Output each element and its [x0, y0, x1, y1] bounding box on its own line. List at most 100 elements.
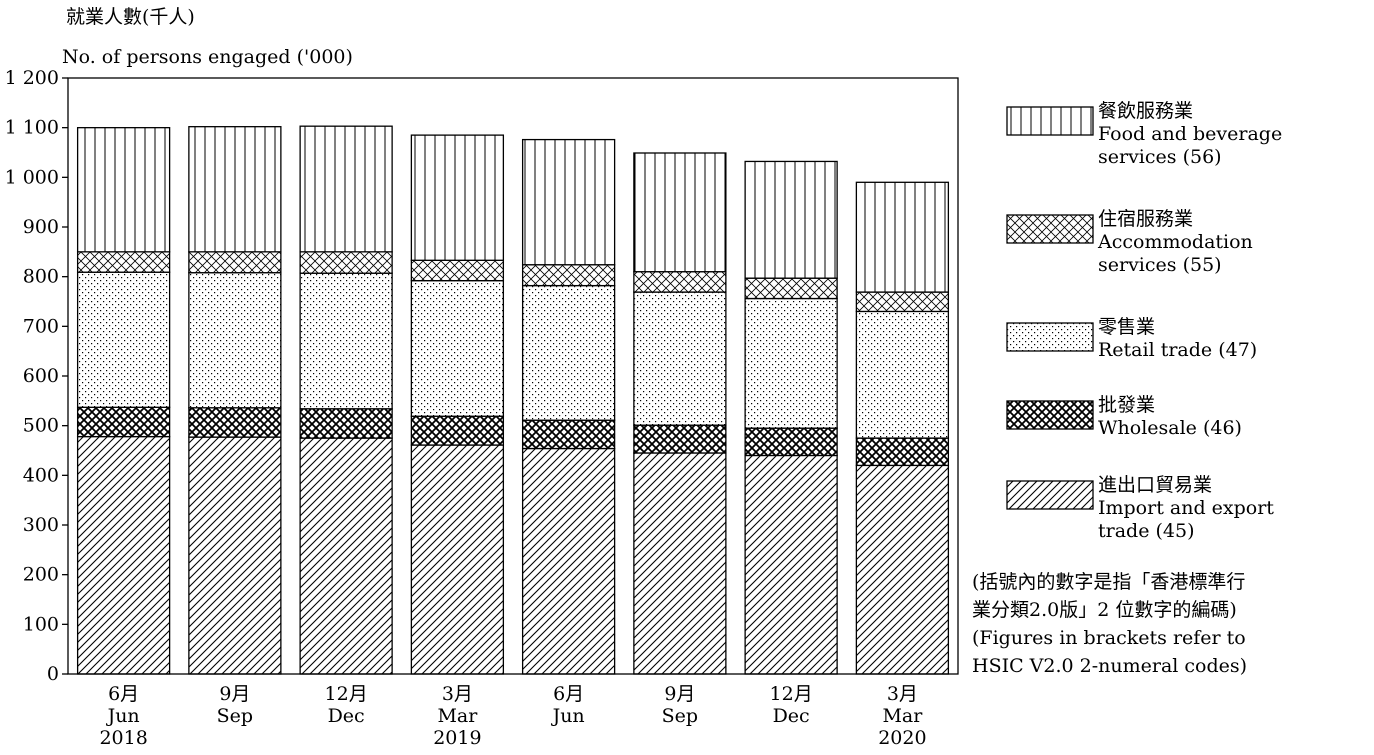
legend-label-en: Wholesale (46) — [1098, 417, 1242, 439]
legend-label-en: Food and beverage — [1098, 123, 1283, 145]
y-tick-label: 100 — [23, 613, 59, 635]
y-tick-label: 600 — [23, 365, 59, 387]
bar-segment-dots — [410, 279, 505, 417]
bar-segment-crosshatch-dense — [410, 415, 505, 446]
legend-swatch-dots — [1006, 322, 1094, 352]
legend-label-en: trade (45) — [1098, 520, 1195, 542]
legend-swatch-crosshatch-dense — [1006, 400, 1094, 430]
bar-segment-crosshatch-dense — [633, 424, 727, 454]
legend-label-en: services (56) — [1098, 146, 1222, 168]
y-tick-label: 1 200 — [5, 67, 59, 89]
legend-label-en: Retail trade (47) — [1098, 339, 1258, 361]
bar-segment-crosshatch-dense — [299, 408, 393, 439]
bar-segment-crosshatch-dense — [76, 406, 171, 438]
bar-segment-crosshatch-dense — [521, 419, 616, 450]
bar-segment-vertical — [188, 126, 282, 253]
y-tick-label: 400 — [23, 464, 59, 486]
y-tick-label: 500 — [23, 415, 59, 437]
bar-segment-crosshatch-dense — [188, 407, 282, 438]
bar-segment-dots — [521, 284, 616, 421]
legend-swatch-diagonal — [1006, 480, 1094, 510]
x-tick-label-zh: 12月 — [770, 683, 813, 705]
bar-segment-crosshatch-dense — [855, 437, 950, 467]
axes-layer: 0 100 200 300 400 500 600 700 800 900 1 000 1 100 1 … — [5, 67, 959, 685]
bar-segment-diagonal — [744, 454, 838, 675]
bar-segment-crosshatch-light — [855, 291, 950, 313]
bar-segment-dots — [299, 272, 393, 410]
x-tick-label-zh: 6月 — [553, 683, 584, 705]
bar-segment-dots — [744, 297, 838, 429]
bar-segment-diagonal — [188, 436, 282, 675]
bar-segment-crosshatch-light — [410, 259, 505, 282]
y-tick-label: 1 000 — [5, 166, 59, 188]
bar-segment-crosshatch-light — [299, 251, 393, 274]
bar-segment-dots — [633, 291, 727, 426]
footnote-en-line: (Figures in brackets refer to — [972, 627, 1246, 649]
legend-item-wholesale: 批發業 Wholesale (46) — [1000, 394, 1370, 474]
x-tick-label-zh: 3月 — [442, 683, 473, 705]
bar-segment-vertical — [521, 138, 616, 266]
x-tick-label-zh: 9月 — [219, 683, 250, 705]
legend-item-food-beverage: 餐飲服務業 Food and beverage services (56) — [1000, 100, 1370, 208]
x-tick-label-zh: 3月 — [887, 683, 918, 705]
legend-label-zh: 進出口貿易業 — [1098, 474, 1213, 496]
legend-label-zh: 住宿服務業 — [1098, 208, 1194, 230]
x-tick-label-en: Mar — [437, 705, 478, 727]
bar-segment-dots — [855, 310, 950, 439]
bar-segment-crosshatch-light — [188, 251, 282, 274]
bar-segment-crosshatch-light — [521, 264, 616, 287]
legend-item-accommodation: 住宿服務業 Accommodation services (55) — [1000, 208, 1370, 316]
bar-segment-crosshatch-light — [76, 251, 171, 273]
bar-segment-vertical — [633, 152, 727, 273]
y-tick-label: 800 — [23, 266, 59, 288]
x-tick-label-year: 2019 — [433, 727, 481, 749]
x-tick-label-en: Mar — [882, 705, 923, 727]
legend-item-retail: 零售業 Retail trade (47) — [1000, 316, 1370, 394]
y-tick-label: 700 — [23, 315, 59, 337]
bar-segment-diagonal — [76, 435, 171, 675]
legend-swatch-crosshatch-light — [1006, 214, 1094, 244]
y-axis-title-en: No. of persons engaged ('000) — [62, 46, 353, 68]
x-tick-label-zh: 9月 — [664, 683, 695, 705]
bar-segment-vertical — [744, 160, 838, 279]
x-tick-label-zh: 6月 — [108, 683, 139, 705]
x-tick-label-en: Sep — [662, 705, 698, 727]
legend-label-zh: 餐飲服務業 — [1098, 100, 1194, 122]
bar-segment-crosshatch-dense — [744, 427, 838, 457]
x-tick-label-zh: 12月 — [325, 683, 368, 705]
bar-segment-crosshatch-light — [633, 271, 727, 293]
x-tick-label-en: Dec — [773, 705, 810, 727]
legend-label-zh: 零售業 — [1098, 316, 1156, 338]
legend-swatch-vertical — [1006, 106, 1094, 136]
y-tick-label: 900 — [23, 216, 59, 238]
bar-segment-dots — [188, 272, 282, 409]
footnote-zh-line: 業分類2.0版」2 位數字的編碼) — [972, 599, 1237, 621]
x-tick-label-en: Dec — [328, 705, 365, 727]
legend-label-en: Accommodation — [1098, 231, 1253, 253]
legend: 餐飲服務業 Food and beverage services (56) 住宿… — [1000, 100, 1370, 582]
y-tick-label: 1 100 — [5, 117, 59, 139]
x-tick-label-en: Sep — [217, 705, 253, 727]
bar-segment-vertical — [76, 127, 171, 253]
bar-segment-vertical — [410, 134, 505, 261]
x-tick-label-year: 2018 — [99, 727, 147, 749]
bar-segment-vertical — [299, 125, 393, 253]
y-tick-label: 200 — [23, 564, 59, 586]
y-tick-label: 300 — [23, 514, 59, 536]
x-axis-labels: 6月Jun20189月Sep12月Dec3月Mar20196月Jun9月Sep1… — [99, 683, 926, 749]
x-tick-label-en: Jun — [551, 705, 585, 727]
legend-label-en: Import and export — [1098, 497, 1274, 519]
footnote-zh-line: (括號內的數字是指「香港標準行 — [972, 571, 1246, 593]
bar-segment-diagonal — [299, 437, 393, 675]
y-tick-label: 0 — [47, 663, 59, 685]
footnote-en-line: HSIC V2.0 2-numeral codes) — [972, 655, 1248, 677]
y-axis-title-zh: 就業人數(千人) — [66, 6, 195, 28]
footnote: (括號內的數字是指「香港標準行 業分類2.0版」2 位數字的編碼) (Figur… — [972, 568, 1372, 680]
x-tick-label-en: Jun — [106, 705, 140, 727]
bars-layer — [76, 125, 950, 675]
bar-segment-diagonal — [410, 444, 505, 675]
bar-segment-crosshatch-light — [744, 277, 838, 300]
bar-segment-vertical — [855, 181, 950, 293]
bar-segment-diagonal — [855, 464, 950, 675]
